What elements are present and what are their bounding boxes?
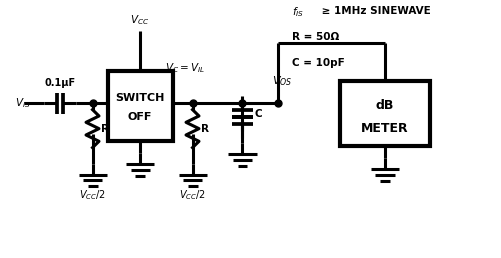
- Text: R = 50Ω: R = 50Ω: [292, 31, 339, 42]
- Text: $V_{IS}$: $V_{IS}$: [15, 96, 31, 110]
- Text: $V_{CC}$: $V_{CC}$: [130, 13, 149, 27]
- Text: R: R: [200, 124, 208, 134]
- Text: METER: METER: [360, 122, 408, 134]
- Bar: [107, 70, 172, 141]
- Text: ≥ 1MHz SINEWAVE: ≥ 1MHz SINEWAVE: [318, 5, 430, 15]
- Text: $V_C = V_{IL}$: $V_C = V_{IL}$: [165, 62, 204, 76]
- Bar: [339, 80, 429, 146]
- Text: dB: dB: [375, 99, 393, 112]
- Text: C: C: [255, 109, 262, 118]
- Text: R: R: [101, 124, 109, 134]
- Text: SWITCH: SWITCH: [115, 93, 164, 103]
- Text: C = 10pF: C = 10pF: [292, 58, 345, 68]
- Text: $V_{CC}/2$: $V_{CC}/2$: [179, 189, 205, 202]
- Text: $f_{IS}$: $f_{IS}$: [292, 5, 304, 19]
- Text: $V_{OS}$: $V_{OS}$: [272, 74, 292, 88]
- Text: OFF: OFF: [128, 111, 152, 122]
- Text: 0.1μF: 0.1μF: [45, 78, 76, 88]
- Text: $V_{CC}/2$: $V_{CC}/2$: [79, 189, 106, 202]
